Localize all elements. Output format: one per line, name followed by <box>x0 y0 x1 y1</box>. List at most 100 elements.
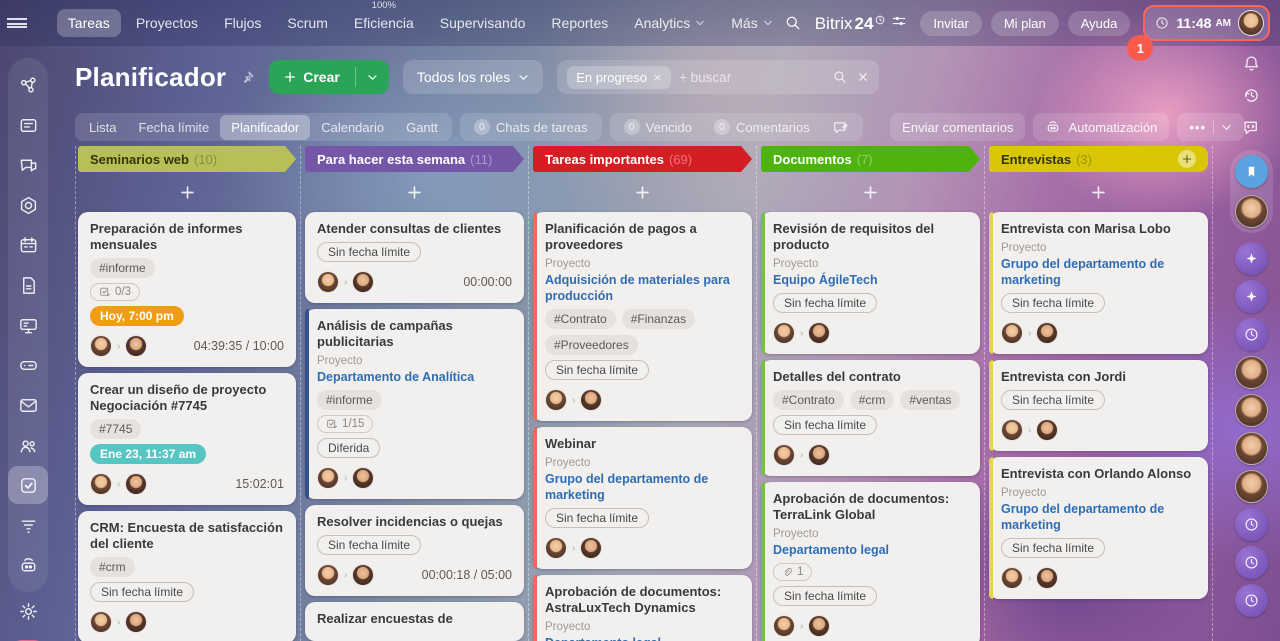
nav-item-tareas[interactable]: Tareas <box>56 9 121 37</box>
tag-pill[interactable]: #Contrato <box>773 390 844 410</box>
hint-step-badge[interactable]: 1 <box>1127 35 1154 61</box>
project-link[interactable]: Grupo del departamento de marketing <box>1001 502 1165 532</box>
chat-bot-button[interactable] <box>1234 280 1268 313</box>
assigner-avatar[interactable] <box>773 322 795 344</box>
nav-item-proyectos[interactable]: Proyectos <box>135 15 199 31</box>
column-header[interactable]: Para hacer esta semana (11) <box>305 146 524 172</box>
sidebar-item-feed[interactable] <box>8 106 48 144</box>
add-task-button[interactable] <box>989 172 1208 212</box>
counter-vencido[interactable]: 0 Vencido <box>613 114 703 140</box>
search-icon[interactable] <box>832 69 848 85</box>
project-link[interactable]: Adquisición de materiales para producció… <box>545 273 730 303</box>
search-icon[interactable] <box>784 14 802 32</box>
checklist-badge[interactable]: 1/15 <box>317 415 374 433</box>
task-card[interactable]: Realizar encuestas de <box>305 602 524 641</box>
tag-pill[interactable]: #Finanzas <box>621 309 696 329</box>
tag-pill[interactable]: #Proveedores <box>545 335 638 355</box>
chat-bot-button[interactable] <box>1234 584 1268 617</box>
tag-pill[interactable]: #crm <box>849 390 895 410</box>
chat-bot-button[interactable] <box>1234 318 1268 351</box>
tag-pill[interactable]: #informe <box>317 390 382 410</box>
tag-pill[interactable]: #7745 <box>90 419 142 439</box>
view-tab-gantt[interactable]: Gantt <box>406 119 438 135</box>
sliders-icon[interactable] <box>891 13 907 29</box>
add-task-button[interactable] <box>761 172 980 212</box>
project-link[interactable]: Departamento legal <box>545 635 740 641</box>
assignee-avatar[interactable] <box>808 322 831 344</box>
tag-pill[interactable]: #Contrato <box>545 309 616 329</box>
assigner-avatar[interactable] <box>1001 322 1023 344</box>
deadline-pill[interactable]: Sin fecha límite <box>1001 390 1106 410</box>
task-card[interactable]: Webinar Proyecto Grupo del departamento de… <box>533 427 752 569</box>
ayuda-button[interactable]: Ayuda <box>1067 10 1131 36</box>
sidebar-item-network[interactable] <box>8 66 48 104</box>
nav-item-supervisando[interactable]: Supervisando <box>439 15 526 31</box>
chat-bot-button[interactable] <box>1234 508 1268 541</box>
assignee-avatar[interactable] <box>808 615 831 637</box>
automation-button[interactable]: Automatización <box>1033 113 1170 141</box>
task-card[interactable]: Aprobación de documentos: AstraLuxTech D… <box>533 575 752 641</box>
add-task-button[interactable] <box>305 172 524 212</box>
task-card[interactable]: Resolver incidencias o quejas Sin fecha l… <box>305 505 524 596</box>
assignee-avatar[interactable] <box>808 444 831 466</box>
roles-dropdown[interactable]: Todos los roles <box>402 60 544 94</box>
close-icon[interactable] <box>857 71 869 83</box>
project-link[interactable]: Departamento legal <box>773 543 890 557</box>
mi-plan-button[interactable]: Mi plan <box>990 10 1059 36</box>
task-card[interactable]: Entrevista con Orlando Alonso Proyecto Gru… <box>989 457 1208 599</box>
add-task-button[interactable] <box>533 172 752 212</box>
deadline-pill[interactable]: Sin fecha límite <box>1001 293 1106 313</box>
tag-pill[interactable]: #ventas <box>900 390 961 410</box>
assignee-avatar[interactable] <box>352 467 375 489</box>
deadline-pill[interactable]: Sin fecha límite <box>545 508 650 528</box>
task-card[interactable]: Detalles del contrato #Contrato #crm #venta… <box>761 360 980 476</box>
assigner-avatar[interactable] <box>1001 567 1023 589</box>
project-link[interactable]: Departamento de Analítica <box>317 370 475 384</box>
sidebar-item-funnel[interactable] <box>8 506 48 544</box>
nav-item-scrum[interactable]: Scrum <box>287 15 328 31</box>
assigner-avatar[interactable] <box>90 473 112 495</box>
nav-item-mas[interactable]: Más <box>720 9 783 37</box>
brand-logo[interactable]: Bitrix 24 <box>815 13 908 34</box>
project-link[interactable]: Equipo ÁgileTech <box>773 273 878 287</box>
chat-avatar[interactable] <box>1234 394 1268 427</box>
nav-item-flujos[interactable]: Flujos <box>224 15 262 31</box>
rail-chat-sync-button[interactable] <box>1236 114 1266 141</box>
assignee-avatar[interactable] <box>580 537 603 559</box>
view-tab-calendario[interactable]: Calendario <box>321 119 385 135</box>
view-tab-fecha-limite[interactable]: Fecha límite <box>138 119 210 135</box>
column-add-button[interactable] <box>1178 150 1196 168</box>
assigner-avatar[interactable] <box>317 564 339 586</box>
assigner-avatar[interactable] <box>545 537 567 559</box>
deadline-pill[interactable]: Sin fecha límite <box>773 586 878 606</box>
task-card[interactable]: CRM: Encuesta de satisfacción del client… <box>78 511 296 641</box>
assigner-avatar[interactable] <box>90 611 112 633</box>
sidebar-item-calendar[interactable] <box>8 226 48 264</box>
tag-pill[interactable]: #crm <box>90 557 135 577</box>
assignee-avatar[interactable] <box>352 564 375 586</box>
nav-item-eficiencia[interactable]: 100% Eficiencia <box>353 0 414 31</box>
deadline-pill[interactable]: Sin fecha límite <box>773 293 878 313</box>
project-link[interactable]: Grupo del departamento de marketing <box>545 472 709 502</box>
assigner-avatar[interactable] <box>1001 419 1023 441</box>
task-card[interactable]: Entrevista con Marisa Lobo Proyecto Grupo … <box>989 212 1208 354</box>
sidebar-item-messenger[interactable] <box>8 146 48 184</box>
deadline-pill[interactable]: Hoy, 7:00 pm <box>90 306 184 326</box>
nav-item-analytics[interactable]: Analytics <box>623 9 716 37</box>
sidebar-item-automation[interactable] <box>8 546 48 584</box>
deadline-pill[interactable]: Sin fecha límite <box>1001 538 1106 558</box>
deadline-pill[interactable]: Sin fecha límite <box>545 360 650 380</box>
assigner-avatar[interactable] <box>545 389 567 411</box>
task-card[interactable]: Planificación de pagos a proveedores Proy… <box>533 212 752 421</box>
chat-avatar[interactable] <box>1234 356 1268 389</box>
view-tab-planificador[interactable]: Planificador <box>220 114 311 140</box>
assignee-avatar[interactable] <box>1036 419 1059 441</box>
sidebar-item-video[interactable] <box>8 306 48 344</box>
invitar-button[interactable]: Invitar <box>920 10 982 36</box>
sidebar-item-document[interactable] <box>8 266 48 304</box>
sidebar-item-mail[interactable] <box>8 386 48 424</box>
chat-avatar[interactable] <box>1234 195 1268 228</box>
more-menu-button[interactable]: ••• <box>1177 113 1244 141</box>
checklist-badge[interactable]: 0/3 <box>90 283 140 301</box>
assigner-avatar[interactable] <box>773 615 795 637</box>
